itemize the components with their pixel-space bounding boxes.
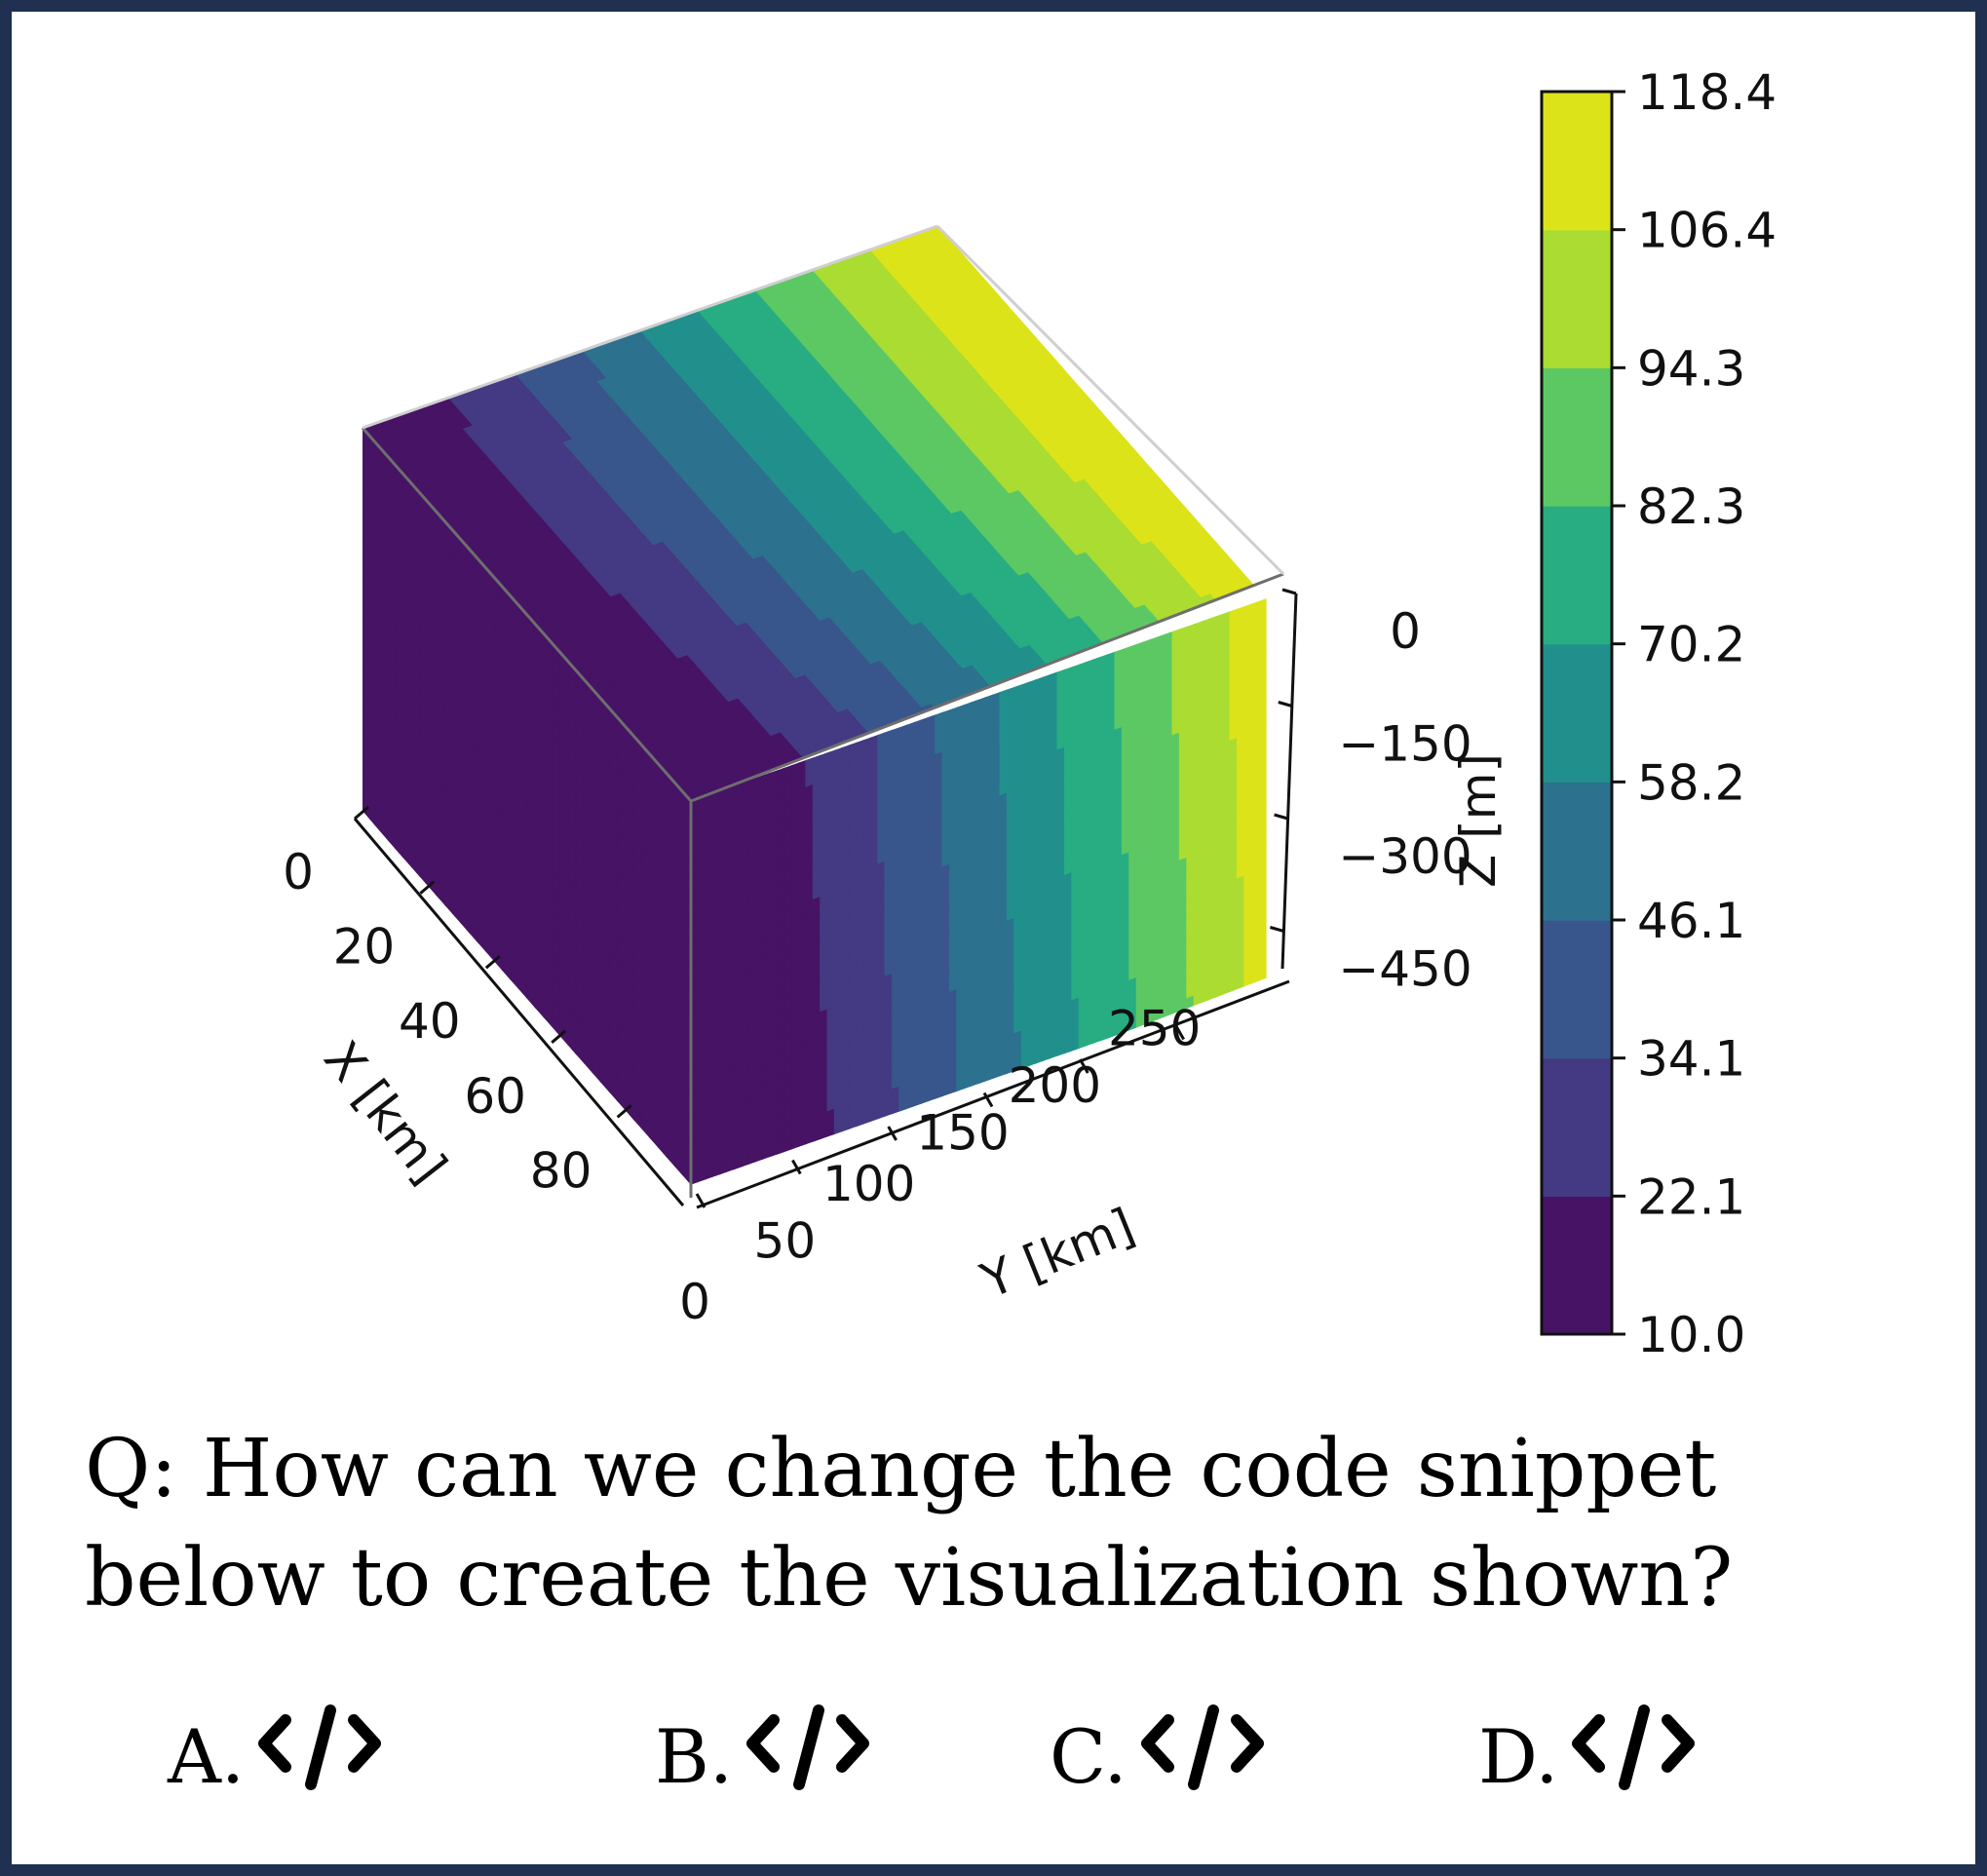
contour-cell — [681, 1096, 691, 1123]
contour-cell — [747, 777, 757, 795]
contour-cell — [681, 879, 691, 905]
contour-cell — [884, 729, 894, 747]
contour-cell — [920, 716, 930, 735]
contour-cell — [848, 742, 858, 760]
contour-cell — [681, 1019, 691, 1046]
contour-cell — [1013, 684, 1022, 702]
contour-cell — [681, 1134, 691, 1161]
contour-cell — [681, 1007, 691, 1033]
contour-cell — [681, 854, 691, 880]
contour-cell — [681, 1147, 691, 1173]
contour-cell — [681, 930, 691, 956]
left-face — [363, 428, 691, 1186]
contour-cell — [956, 704, 965, 722]
contour-cell — [681, 943, 691, 969]
contour-cell — [681, 789, 691, 816]
contour-cell — [999, 689, 1009, 707]
contour-cell — [681, 994, 691, 1020]
right-face — [691, 598, 1267, 1185]
contour-cell — [754, 775, 764, 792]
contour-cell — [820, 751, 828, 770]
contour-cell — [740, 780, 749, 797]
contour-cell — [681, 866, 691, 893]
contour-cell — [783, 764, 792, 783]
contour-cell — [877, 732, 886, 749]
contour-cell — [681, 1122, 691, 1148]
contour-cell — [841, 745, 850, 762]
contour-cell — [681, 1160, 691, 1186]
contour-cell — [862, 737, 872, 754]
contour-cell — [681, 904, 691, 931]
contour-cell — [992, 691, 1001, 709]
contour-cell — [927, 714, 936, 732]
contour-cell — [681, 917, 691, 943]
contour-cell — [869, 734, 879, 752]
contour-cell — [812, 754, 822, 772]
contour-cell — [833, 747, 843, 765]
contour-cell — [769, 770, 779, 787]
contour-cell — [905, 721, 915, 740]
contour-cell — [681, 802, 691, 828]
contour-cell — [681, 1032, 691, 1058]
contour-cell — [681, 828, 691, 854]
contour-cell — [681, 816, 691, 841]
contour-cell — [970, 699, 979, 717]
contour-cell — [948, 707, 958, 724]
contour-cell — [681, 956, 691, 981]
contour-cell — [681, 969, 691, 995]
contour-cell — [898, 724, 907, 742]
contour-cell — [984, 694, 994, 711]
contour-cell — [941, 709, 951, 727]
contour-cell — [935, 711, 943, 729]
contour-cell — [855, 740, 864, 757]
contour-cell — [977, 697, 987, 714]
contour-cell — [681, 981, 691, 1008]
contour-cell — [762, 772, 771, 790]
contour-cell — [826, 749, 836, 767]
contour-cell — [963, 702, 973, 719]
contour-cell — [805, 757, 815, 775]
contour-cell — [912, 719, 922, 737]
contour-cell — [776, 767, 785, 785]
contour-cell — [681, 841, 691, 867]
contour-cell — [681, 1109, 691, 1135]
contour-cell — [681, 1071, 691, 1096]
top-face — [363, 226, 1268, 801]
contour-cell — [681, 1084, 691, 1109]
contour-cell — [797, 759, 807, 778]
contour-cell — [681, 1045, 691, 1071]
contour-cell — [891, 727, 900, 745]
contour-cell — [1006, 686, 1015, 705]
contour-cell — [681, 1057, 691, 1084]
contour-cell — [733, 783, 743, 800]
contour-cell — [790, 762, 800, 780]
contour-cell — [681, 892, 691, 918]
